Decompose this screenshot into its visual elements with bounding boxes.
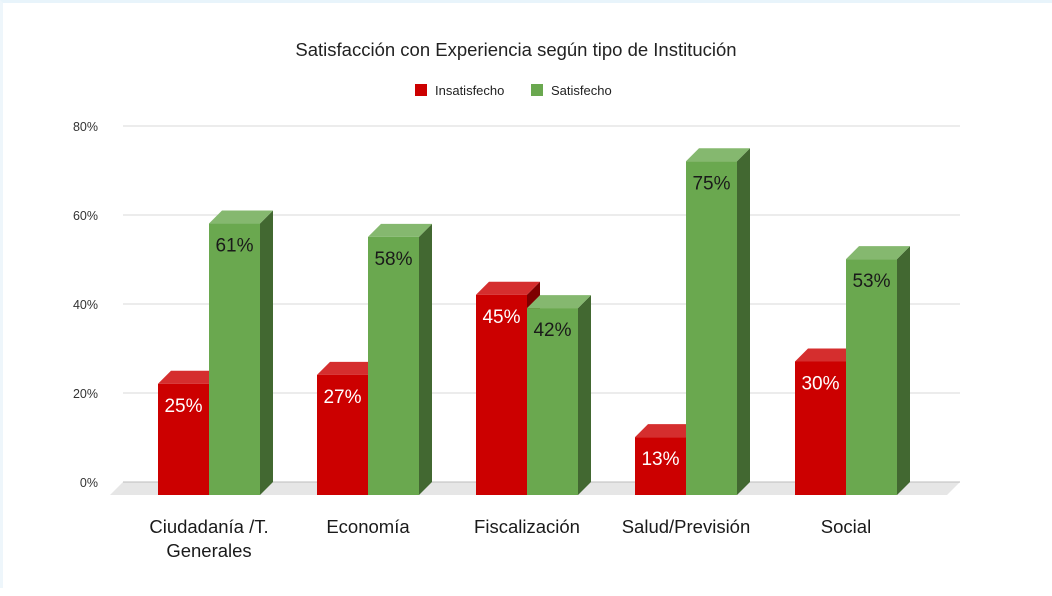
bar-top xyxy=(795,348,859,362)
bar-front xyxy=(368,236,419,495)
bar-top xyxy=(846,246,910,260)
x-tick-label: Generales xyxy=(166,540,251,561)
x-axis: Ciudadanía /T. Generales Economía Fiscaliza… xyxy=(149,516,871,561)
data-label-satisfecho: 53% xyxy=(852,271,890,292)
legend-label-insatisfecho: Insatisfecho xyxy=(435,83,504,98)
bar-front xyxy=(476,294,527,495)
bar-top xyxy=(158,370,222,384)
legend-swatch-satisfecho xyxy=(531,84,543,96)
data-label-insatisfecho: 30% xyxy=(801,374,839,395)
bar-top xyxy=(209,210,273,224)
data-label-satisfecho: 75% xyxy=(692,173,730,194)
data-label-satisfecho: 58% xyxy=(374,249,412,270)
bar-side xyxy=(897,246,910,495)
bar-satisfecho-salud-prevision: 75% xyxy=(686,148,750,495)
bar-satisfecho-social: 53% xyxy=(846,246,910,495)
data-label-satisfecho: 61% xyxy=(215,236,253,257)
bar-side xyxy=(419,223,432,495)
x-tick-label: Fiscalización xyxy=(474,516,580,537)
data-label-insatisfecho: 13% xyxy=(641,449,679,470)
bar-top xyxy=(635,424,699,438)
bar-top xyxy=(686,148,750,162)
chart-title: Satisfacción con Experiencia según tipo … xyxy=(295,39,736,60)
y-tick-label: 80% xyxy=(73,120,98,134)
bar-front xyxy=(846,259,897,495)
legend-label-satisfecho: Satisfecho xyxy=(551,83,612,98)
bar-front xyxy=(209,223,260,496)
x-tick-label: Salud/Previsión xyxy=(622,516,751,537)
bar-top xyxy=(476,281,540,295)
bar-front xyxy=(635,437,686,495)
y-tick-label: 20% xyxy=(73,387,98,401)
bar-side xyxy=(578,295,591,495)
bar-top xyxy=(368,223,432,237)
y-tick-label: 60% xyxy=(73,209,98,223)
bars: 25% 61% 27% 58% 45% 42% 13% 75% 30% 53% xyxy=(158,148,910,496)
legend: Insatisfecho Satisfecho xyxy=(415,83,612,98)
data-label-insatisfecho: 25% xyxy=(164,396,202,417)
x-tick-label: Ciudadanía /T. xyxy=(149,516,268,537)
bar-satisfecho-economia: 58% xyxy=(368,223,432,495)
bar-side xyxy=(260,210,273,496)
bar-side xyxy=(737,148,750,495)
y-axis: 0% 20% 40% 60% 80% xyxy=(73,120,98,490)
bar-front xyxy=(158,383,209,495)
bar-front xyxy=(686,161,737,495)
bar-front xyxy=(527,308,578,495)
data-label-insatisfecho: 45% xyxy=(482,307,520,328)
x-tick-label: Economía xyxy=(326,516,410,537)
legend-swatch-insatisfecho xyxy=(415,84,427,96)
data-label-insatisfecho: 27% xyxy=(323,387,361,408)
bar-top xyxy=(527,295,591,309)
bar-insatisfecho-ciudadania-t-generales: 25% xyxy=(158,370,222,495)
y-tick-label: 0% xyxy=(80,476,98,490)
bar-chart: Satisfacción con Experiencia según tipo … xyxy=(73,39,960,561)
bar-front xyxy=(317,374,368,495)
data-label-satisfecho: 42% xyxy=(533,320,571,341)
bar-satisfecho-fiscalizacion: 42% xyxy=(527,295,591,495)
x-tick-label: Social xyxy=(821,516,871,537)
bar-top xyxy=(317,361,381,375)
bar-satisfecho-ciudadania-t-generales: 61% xyxy=(209,210,273,496)
y-tick-label: 40% xyxy=(73,298,98,312)
bar-front xyxy=(795,361,846,495)
